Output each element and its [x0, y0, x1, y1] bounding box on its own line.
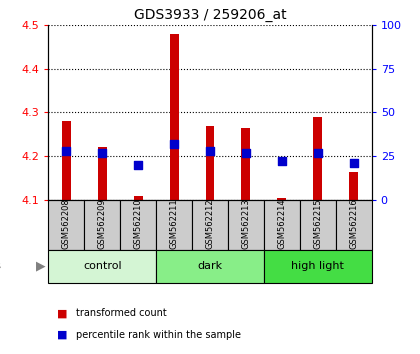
- Text: high light: high light: [291, 261, 344, 272]
- Text: GSM562211: GSM562211: [170, 199, 178, 249]
- Bar: [336, 200, 372, 250]
- Bar: [170, 34, 178, 200]
- Bar: [241, 128, 250, 200]
- Bar: [300, 200, 336, 250]
- Text: GSM562215: GSM562215: [313, 199, 322, 249]
- Bar: [84, 200, 120, 250]
- Text: transformed count: transformed count: [76, 308, 166, 318]
- Point: [99, 150, 105, 155]
- Point: [350, 160, 357, 166]
- Bar: [120, 200, 156, 250]
- Text: GSM562209: GSM562209: [98, 199, 107, 249]
- Bar: [48, 200, 84, 250]
- Point: [135, 162, 142, 168]
- Bar: [192, 200, 228, 250]
- Text: percentile rank within the sample: percentile rank within the sample: [76, 330, 241, 339]
- Bar: [313, 117, 322, 200]
- Bar: [98, 147, 107, 200]
- Point: [171, 141, 177, 147]
- Bar: [156, 200, 192, 250]
- Text: ■: ■: [57, 308, 67, 318]
- Bar: [62, 121, 71, 200]
- Bar: [349, 172, 358, 200]
- Title: GDS3933 / 259206_at: GDS3933 / 259206_at: [134, 8, 286, 22]
- Point: [243, 150, 249, 155]
- Text: ▶: ▶: [36, 260, 45, 273]
- Text: control: control: [83, 261, 121, 272]
- Point: [315, 150, 321, 155]
- Bar: [48, 250, 156, 283]
- Text: GSM562212: GSM562212: [205, 199, 215, 249]
- Text: GSM562214: GSM562214: [277, 199, 286, 249]
- Bar: [264, 250, 372, 283]
- Point: [207, 148, 213, 154]
- Point: [63, 148, 70, 154]
- Text: GSM562208: GSM562208: [62, 199, 71, 249]
- Text: GSM562210: GSM562210: [134, 199, 143, 249]
- Bar: [264, 200, 300, 250]
- Bar: [134, 196, 143, 200]
- Point: [278, 159, 285, 164]
- Bar: [277, 198, 286, 200]
- Bar: [156, 250, 264, 283]
- Text: GSM562216: GSM562216: [349, 199, 358, 249]
- Bar: [228, 200, 264, 250]
- Text: GSM562213: GSM562213: [241, 199, 250, 249]
- Text: dark: dark: [197, 261, 223, 272]
- Text: stress: stress: [0, 261, 4, 272]
- Bar: [205, 126, 215, 200]
- Text: ■: ■: [57, 330, 67, 339]
